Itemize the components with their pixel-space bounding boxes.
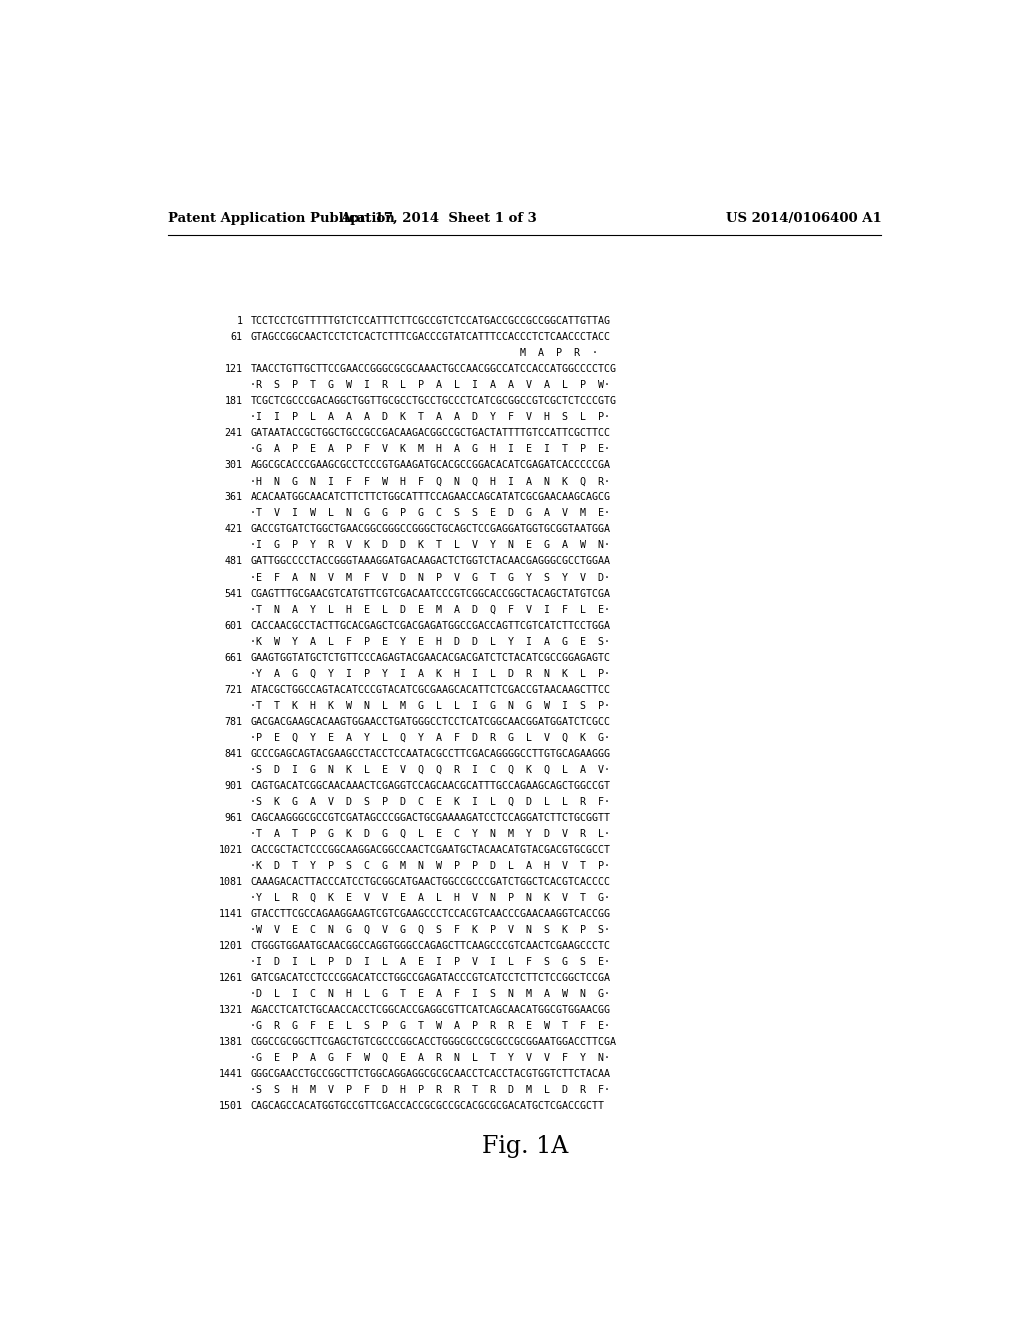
Text: CGAGTTTGCGAACGTCATGTTCGTCGACAATCCCGTCGGCACCGGCTACAGCTATGTCGA: CGAGTTTGCGAACGTCATGTTCGTCGACAATCCCGTCGGC… — [251, 589, 610, 598]
Text: ·T  A  T  P  G  K  D  G  Q  L  E  C  Y  N  M  Y  D  V  R  L·: ·T A T P G K D G Q L E C Y N M Y D V R L… — [251, 829, 610, 838]
Text: ·E  F  A  N  V  M  F  V  D  N  P  V  G  T  G  Y  S  Y  V  D·: ·E F A N V M F V D N P V G T G Y S Y V D… — [251, 573, 610, 582]
Text: 481: 481 — [224, 557, 243, 566]
Text: ·P  E  Q  Y  E  A  Y  L  Q  Y  A  F  D  R  G  L  V  Q  K  G·: ·P E Q Y E A Y L Q Y A F D R G L V Q K G… — [251, 733, 610, 743]
Text: GCCCGAGCAGTACGAAGCCTACCTCCAATACGCCTTCGACAGGGGCCTTGTGCAGAAGGG: GCCCGAGCAGTACGAAGCCTACCTCCAATACGCCTTCGAC… — [251, 748, 610, 759]
Text: 1081: 1081 — [219, 876, 243, 887]
Text: TCGCTCGCCCGACAGGCTGGTTGCGCCTGCCTGCCCTCATCGCGGCCGTCGCTCTCCCGTG: TCGCTCGCCCGACAGGCTGGTTGCGCCTGCCTGCCCTCAT… — [251, 396, 616, 407]
Text: GTACCTTCGCCAGAAGGAAGTCGTCGAAGCCCTCCACGTCAACCCGAACAAGGTCACCGG: GTACCTTCGCCAGAAGGAAGTCGTCGAAGCCCTCCACGTC… — [251, 909, 610, 919]
Text: 1441: 1441 — [219, 1069, 243, 1078]
Text: GAAGTGGTATGCTCTGTTCCCAGAGTACGAACACGACGATCTCTACATCGCCGGAGAGTC: GAAGTGGTATGCTCTGTTCCCAGAGTACGAACACGACGAT… — [251, 652, 610, 663]
Text: 1321: 1321 — [219, 1005, 243, 1015]
Text: AGGCGCACCCGAAGCGCCTCCCGTGAAGATGCACGCCGGACACATCGAGATCACCCCCGA: AGGCGCACCCGAAGCGCCTCCCGTGAAGATGCACGCCGGA… — [251, 461, 610, 470]
Text: Patent Application Publication: Patent Application Publication — [168, 213, 395, 224]
Text: ·Y  A  G  Q  Y  I  P  Y  I  A  K  H  I  L  D  R  N  K  L  P·: ·Y A G Q Y I P Y I A K H I L D R N K L P… — [251, 669, 610, 678]
Text: GATCGACATCCTCCCGGACATCCTGGCCGAGATACCCGTCATCCTCTTCTCCGGCTCCGA: GATCGACATCCTCCCGGACATCCTGGCCGAGATACCCGTC… — [251, 973, 610, 983]
Text: 1021: 1021 — [219, 845, 243, 855]
Text: CACCAACGCCTACTTGCACGAGCTCGACGAGATGGCCGACCAGTTCGTCATCTTCCTGGA: CACCAACGCCTACTTGCACGAGCTCGACGAGATGGCCGAC… — [251, 620, 610, 631]
Text: 721: 721 — [224, 685, 243, 694]
Text: GATAATACCGCTGGCTGCCGCCGACAAGACGGCCGCTGACTATTTTGTCCATTCGCTTCC: GATAATACCGCTGGCTGCCGCCGACAAGACGGCCGCTGAC… — [251, 429, 610, 438]
Text: 181: 181 — [224, 396, 243, 407]
Text: TAACCTGTTGCTTCCGAACCGGGCGCGCAAACTGCCAACGGCCATCCACCATGGCCCCTCG: TAACCTGTTGCTTCCGAACCGGGCGCGCAAACTGCCAACG… — [251, 364, 616, 375]
Text: M  A  P  R  ·: M A P R · — [251, 348, 598, 358]
Text: CGGCCGCGGCTTCGAGCTGTCGCCCGGCACCTGGGCGCCGCGCCGCGGAATGGACCTTCGA: CGGCCGCGGCTTCGAGCTGTCGCCCGGCACCTGGGCGCCG… — [251, 1038, 616, 1047]
Text: CAGCAGCCACATGGTGCCGTTCGACCACCGCGCCGCACGCGCGACATGCTCGACCGCTT: CAGCAGCCACATGGTGCCGTTCGACCACCGCGCCGCACGC… — [251, 1101, 604, 1111]
Text: CACCGCTACTCCCGGCAAGGACGGCCAACTCGAATGCTACAACATGTACGACGTGCGCCT: CACCGCTACTCCCGGCAAGGACGGCCAACTCGAATGCTAC… — [251, 845, 610, 855]
Text: ·S  S  H  M  V  P  F  D  H  P  R  R  T  R  D  M  L  D  R  F·: ·S S H M V P F D H P R R T R D M L D R F… — [251, 1085, 610, 1096]
Text: Fig. 1A: Fig. 1A — [481, 1135, 568, 1158]
Text: ·G  A  P  E  A  P  F  V  K  M  H  A  G  H  I  E  I  T  P  E·: ·G A P E A P F V K M H A G H I E I T P E… — [251, 445, 610, 454]
Text: 361: 361 — [224, 492, 243, 503]
Text: ·K  D  T  Y  P  S  C  G  M  N  W  P  P  D  L  A  H  V  T  P·: ·K D T Y P S C G M N W P P D L A H V T P… — [251, 861, 610, 871]
Text: ·W  V  E  C  N  G  Q  V  G  Q  S  F  K  P  V  N  S  K  P  S·: ·W V E C N G Q V G Q S F K P V N S K P S… — [251, 925, 610, 935]
Text: 301: 301 — [224, 461, 243, 470]
Text: 1501: 1501 — [219, 1101, 243, 1111]
Text: ·G  R  G  F  E  L  S  P  G  T  W  A  P  R  R  E  W  T  F  E·: ·G R G F E L S P G T W A P R R E W T F E… — [251, 1020, 610, 1031]
Text: ·S  K  G  A  V  D  S  P  D  C  E  K  I  L  Q  D  L  L  R  F·: ·S K G A V D S P D C E K I L Q D L L R F… — [251, 797, 610, 807]
Text: US 2014/0106400 A1: US 2014/0106400 A1 — [726, 213, 882, 224]
Text: ·I  G  P  Y  R  V  K  D  D  K  T  L  V  Y  N  E  G  A  W  N·: ·I G P Y R V K D D K T L V Y N E G A W N… — [251, 540, 610, 550]
Text: ·D  L  I  C  N  H  L  G  T  E  A  F  I  S  N  M  A  W  N  G·: ·D L I C N H L G T E A F I S N M A W N G… — [251, 989, 610, 999]
Text: TCCTCCTCGTTTTTGTCTCCATTTCTTCGCCGTCTCCATGACCGCCGCCGGCATTGTTAG: TCCTCCTCGTTTTTGTCTCCATTTCTTCGCCGTCTCCATG… — [251, 317, 610, 326]
Text: CTGGGTGGAATGCAACGGCCAGGTGGGCCAGAGCTTCAAGCCCGTCAACTCGAAGCCCTC: CTGGGTGGAATGCAACGGCCAGGTGGGCCAGAGCTTCAAG… — [251, 941, 610, 950]
Text: GATTGGCCCCTACCGGGTAAAGGATGACAAGACTCTGGTCTACAACGAGGGCGCCTGGAA: GATTGGCCCCTACCGGGTAAAGGATGACAAGACTCTGGTC… — [251, 557, 610, 566]
Text: 601: 601 — [224, 620, 243, 631]
Text: ACACAATGGCAACATCTTCTTCTGGCATTTCCAGAACCAGCATATCGCGAACAAGCAGCG: ACACAATGGCAACATCTTCTTCTGGCATTTCCAGAACCAG… — [251, 492, 610, 503]
Text: AGACCTCATCTGCAACCACCTCGGCACCGAGGCGTTCATCAGCAACATGGCGTGGAACGG: AGACCTCATCTGCAACCACCTCGGCACCGAGGCGTTCATC… — [251, 1005, 610, 1015]
Text: ·H  N  G  N  I  F  F  W  H  F  Q  N  Q  H  I  A  N  K  Q  R·: ·H N G N I F F W H F Q N Q H I A N K Q R… — [251, 477, 610, 486]
Text: CAGCAAGGGCGCCGTCGATAGCCCGGACTGCGAAAAGATCCTCCAGGATCTTCTGCGGTT: CAGCAAGGGCGCCGTCGATAGCCCGGACTGCGAAAAGATC… — [251, 813, 610, 822]
Text: ·G  E  P  A  G  F  W  Q  E  A  R  N  L  T  Y  V  V  F  Y  N·: ·G E P A G F W Q E A R N L T Y V V F Y N… — [251, 1053, 610, 1063]
Text: GACCGTGATCTGGCTGAACGGCGGGCCGGGCTGCAGCTCCGAGGATGGTGCGGTAATGGA: GACCGTGATCTGGCTGAACGGCGGGCCGGGCTGCAGCTCC… — [251, 524, 610, 535]
Text: 421: 421 — [224, 524, 243, 535]
Text: 1141: 1141 — [219, 909, 243, 919]
Text: ·R  S  P  T  G  W  I  R  L  P  A  L  I  A  A  V  A  L  P  W·: ·R S P T G W I R L P A L I A A V A L P W… — [251, 380, 610, 391]
Text: 241: 241 — [224, 429, 243, 438]
Text: ·S  D  I  G  N  K  L  E  V  Q  Q  R  I  C  Q  K  Q  L  A  V·: ·S D I G N K L E V Q Q R I C Q K Q L A V… — [251, 764, 610, 775]
Text: 1381: 1381 — [219, 1038, 243, 1047]
Text: GGGCGAACCTGCCGGCTTCTGGCAGGAGGCGCGCAACCTCACCTACGTGGTCTTCTACAA: GGGCGAACCTGCCGGCTTCTGGCAGGAGGCGCGCAACCTC… — [251, 1069, 610, 1078]
Text: 121: 121 — [224, 364, 243, 375]
Text: 1: 1 — [237, 317, 243, 326]
Text: ATACGCTGGCCAGTACATCCCGTACATCGCGAAGCACATTCTCGACCGTAACAAGCTTCC: ATACGCTGGCCAGTACATCCCGTACATCGCGAAGCACATT… — [251, 685, 610, 694]
Text: GTAGCCGGCAACTCCTCTCACTCTTTCGACCCGTATCATTTCCACCCTCTCAACCCTACC: GTAGCCGGCAACTCCTCTCACTCTTTCGACCCGTATCATT… — [251, 333, 610, 342]
Text: 1201: 1201 — [219, 941, 243, 950]
Text: CAGTGACATCGGCAACAAACTCGAGGTCCAGCAACGCATTTGCCAGAAGCAGCTGGCCGT: CAGTGACATCGGCAACAAACTCGAGGTCCAGCAACGCATT… — [251, 780, 610, 791]
Text: GACGACGAAGCACAAGTGGAACCTGATGGGCCTCCTCATCGGCAACGGATGGATCTCGCC: GACGACGAAGCACAAGTGGAACCTGATGGGCCTCCTCATC… — [251, 717, 610, 726]
Text: 901: 901 — [224, 780, 243, 791]
Text: CAAAGACACTTACCCATCCTGCGGCATGAACTGGCCGCCCGATCTGGCTCACGTCACCCC: CAAAGACACTTACCCATCCTGCGGCATGAACTGGCCGCCC… — [251, 876, 610, 887]
Text: Apr. 17, 2014  Sheet 1 of 3: Apr. 17, 2014 Sheet 1 of 3 — [340, 213, 537, 224]
Text: 841: 841 — [224, 748, 243, 759]
Text: ·K  W  Y  A  L  F  P  E  Y  E  H  D  D  L  Y  I  A  G  E  S·: ·K W Y A L F P E Y E H D D L Y I A G E S… — [251, 636, 610, 647]
Text: ·T  V  I  W  L  N  G  G  P  G  C  S  S  E  D  G  A  V  M  E·: ·T V I W L N G G P G C S S E D G A V M E… — [251, 508, 610, 519]
Text: ·I  I  P  L  A  A  A  D  K  T  A  A  D  Y  F  V  H  S  L  P·: ·I I P L A A A D K T A A D Y F V H S L P… — [251, 412, 610, 422]
Text: ·Y  L  R  Q  K  E  V  V  E  A  L  H  V  N  P  N  K  V  T  G·: ·Y L R Q K E V V E A L H V N P N K V T G… — [251, 892, 610, 903]
Text: 61: 61 — [230, 333, 243, 342]
Text: ·T  T  K  H  K  W  N  L  M  G  L  L  I  G  N  G  W  I  S  P·: ·T T K H K W N L M G L L I G N G W I S P… — [251, 701, 610, 710]
Text: 961: 961 — [224, 813, 243, 822]
Text: 661: 661 — [224, 652, 243, 663]
Text: 1261: 1261 — [219, 973, 243, 983]
Text: 781: 781 — [224, 717, 243, 726]
Text: ·I  D  I  L  P  D  I  L  A  E  I  P  V  I  L  F  S  G  S  E·: ·I D I L P D I L A E I P V I L F S G S E… — [251, 957, 610, 966]
Text: ·T  N  A  Y  L  H  E  L  D  E  M  A  D  Q  F  V  I  F  L  E·: ·T N A Y L H E L D E M A D Q F V I F L E… — [251, 605, 610, 615]
Text: 541: 541 — [224, 589, 243, 598]
